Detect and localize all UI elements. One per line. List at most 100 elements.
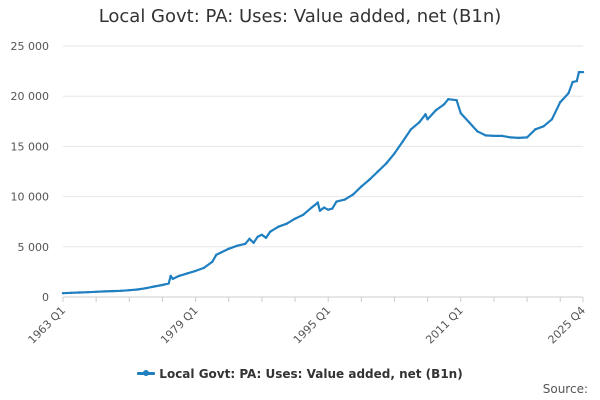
data-point[interactable] [169, 274, 172, 278]
data-point[interactable] [447, 98, 450, 101]
data-point[interactable] [86, 291, 90, 294]
data-point[interactable] [327, 208, 330, 211]
data-point[interactable] [211, 260, 214, 264]
data-point[interactable] [202, 266, 206, 270]
data-point[interactable] [171, 277, 174, 281]
data-point[interactable] [264, 236, 268, 239]
data-point[interactable] [509, 136, 512, 139]
data-point[interactable] [575, 79, 578, 83]
data-point[interactable] [559, 101, 562, 104]
data-point[interactable] [501, 134, 504, 138]
data-point[interactable] [70, 291, 73, 294]
data-point[interactable] [484, 134, 487, 137]
y-tick-label: 5 000 [18, 241, 50, 254]
data-point[interactable] [351, 193, 355, 196]
data-point[interactable] [227, 247, 230, 250]
data-point[interactable] [293, 217, 297, 220]
data-point[interactable] [571, 80, 574, 84]
x-tick-label: 2011 Q1 [423, 304, 466, 347]
data-point[interactable] [235, 244, 239, 247]
data-point[interactable] [103, 290, 106, 293]
data-point[interactable] [331, 207, 334, 210]
data-point[interactable] [167, 282, 170, 285]
data-point[interactable] [550, 118, 554, 121]
gridlines [63, 45, 583, 298]
series [61, 70, 585, 295]
data-point[interactable] [542, 125, 545, 128]
x-tick-label: 2025 Q4 [546, 304, 589, 347]
data-point[interactable] [322, 206, 326, 209]
legend[interactable]: Local Govt: PA: Uses: Value added, net (… [0, 364, 600, 381]
y-axis: 0 5 000 10 000 15 000 20 000 25 000 [11, 40, 50, 304]
data-point[interactable] [434, 109, 438, 112]
data-point[interactable] [144, 287, 148, 290]
data-point[interactable] [376, 170, 380, 173]
data-point[interactable] [393, 152, 396, 155]
chart-title: Local Govt: PA: Uses: Value added, net (… [98, 6, 502, 27]
y-tick-label: 20 000 [11, 90, 50, 103]
data-point[interactable] [153, 285, 156, 288]
data-point[interactable] [186, 272, 189, 275]
data-point[interactable] [111, 289, 114, 293]
data-point[interactable] [492, 134, 496, 138]
data-point[interactable] [581, 70, 585, 74]
data-point[interactable] [368, 178, 371, 181]
data-point[interactable] [534, 128, 537, 131]
data-point[interactable] [302, 213, 305, 216]
data-point[interactable] [426, 118, 429, 121]
data-point[interactable] [577, 70, 581, 74]
data-point[interactable] [269, 230, 272, 233]
x-tick-label: 1995 Q1 [291, 304, 334, 347]
y-tick-label: 10 000 [11, 191, 50, 204]
data-point[interactable] [161, 283, 164, 287]
x-axis: 1963 Q1 1979 Q1 1995 Q1 2011 Q1 2025 Q4 [26, 297, 589, 347]
data-point[interactable] [277, 225, 280, 228]
data-point[interactable] [459, 112, 462, 115]
data-point[interactable] [455, 99, 458, 102]
data-point[interactable] [360, 185, 363, 188]
data-point[interactable] [61, 292, 65, 295]
data-point[interactable] [343, 198, 346, 201]
data-point[interactable] [517, 136, 520, 140]
data-point[interactable] [424, 113, 427, 116]
x-tick-label: 1979 Q1 [158, 304, 201, 347]
data-point[interactable] [260, 233, 264, 236]
legend-swatch-icon [137, 370, 156, 376]
data-point[interactable] [136, 288, 139, 291]
data-point[interactable] [252, 241, 255, 244]
y-tick-label: 25 000 [11, 40, 50, 53]
y-tick-label: 0 [42, 291, 49, 304]
data-point[interactable] [409, 128, 413, 131]
data-point[interactable] [476, 130, 479, 133]
source-label: Source: [542, 382, 588, 396]
data-point[interactable] [256, 235, 259, 238]
series-line[interactable] [62, 71, 583, 295]
data-point[interactable] [128, 289, 131, 292]
data-point[interactable] [335, 200, 338, 203]
data-point[interactable] [215, 253, 218, 256]
legend-item[interactable]: Local Govt: PA: Uses: Value added, net (… [137, 366, 463, 381]
data-point[interactable] [194, 269, 197, 273]
x-tick-label: 1963 Q1 [26, 304, 69, 347]
data-point[interactable] [318, 209, 322, 212]
data-point[interactable] [418, 121, 421, 124]
data-point[interactable] [567, 92, 570, 95]
data-point[interactable] [385, 162, 388, 165]
data-point[interactable] [285, 222, 288, 225]
data-point[interactable] [443, 103, 446, 106]
data-point[interactable] [525, 136, 529, 139]
data-point[interactable] [401, 140, 404, 143]
data-point[interactable] [310, 206, 313, 209]
data-point[interactable] [248, 237, 251, 240]
data-point[interactable] [177, 274, 181, 278]
data-point[interactable] [467, 121, 471, 124]
data-point[interactable] [94, 290, 98, 293]
data-point[interactable] [316, 201, 319, 204]
y-tick-label: 15 000 [11, 140, 50, 153]
data-point[interactable] [78, 291, 81, 294]
data-point[interactable] [244, 242, 247, 245]
legend-label: Local Govt: PA: Uses: Value added, net (… [159, 366, 463, 381]
data-point[interactable] [219, 251, 222, 254]
data-point[interactable] [119, 289, 123, 292]
